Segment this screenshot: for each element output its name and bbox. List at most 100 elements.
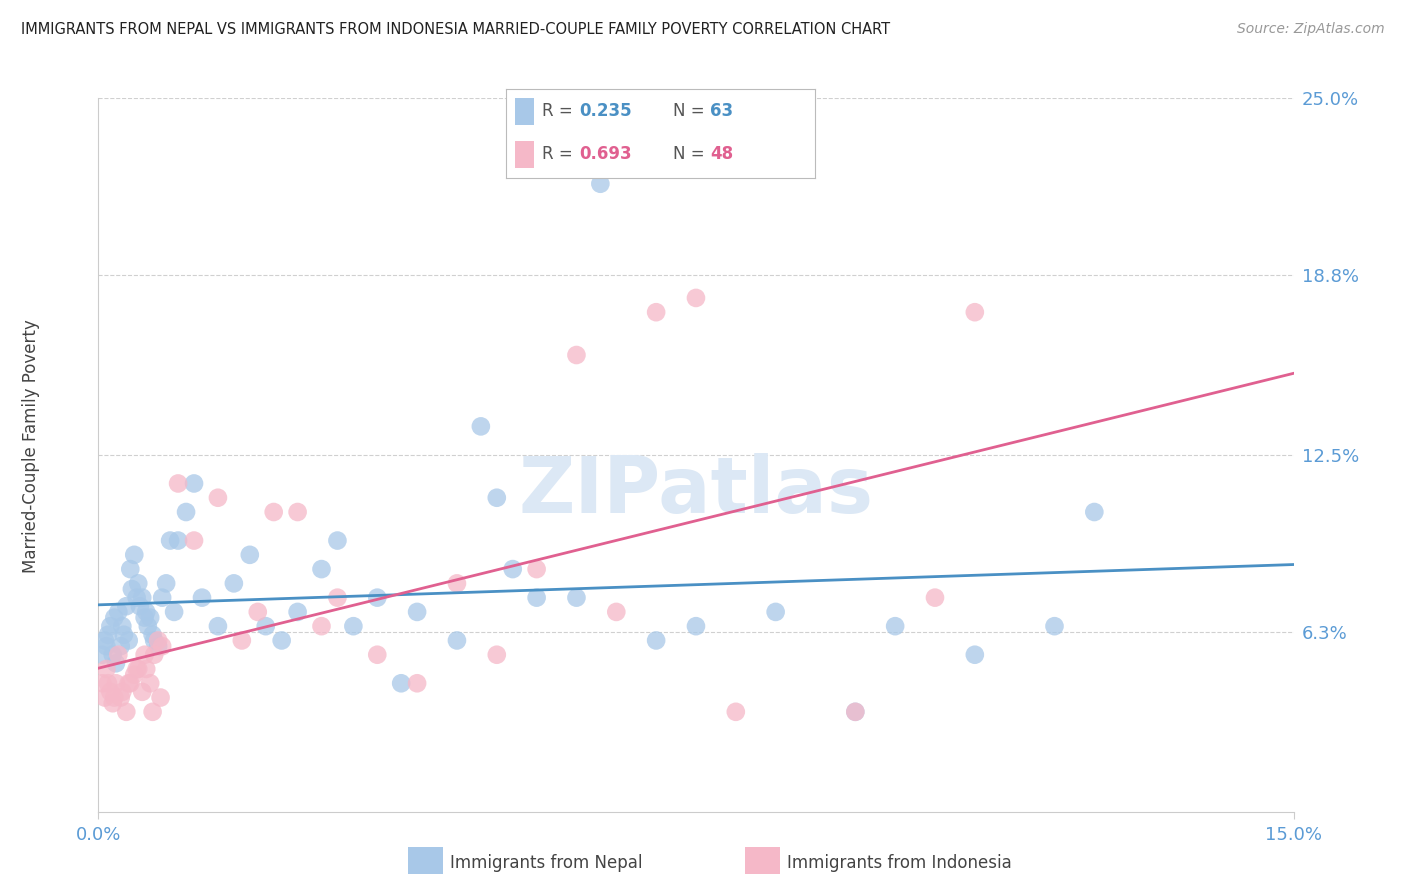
Point [589, 177, 612, 191]
Point [136, 619, 159, 633]
Point [231, 633, 253, 648]
Text: Married-Couple Family Poverty: Married-Couple Family Poverty [22, 319, 39, 573]
Point [1083, 505, 1105, 519]
Point [406, 605, 429, 619]
Point [112, 628, 135, 642]
Point [222, 576, 245, 591]
Point [104, 657, 127, 671]
Point [485, 491, 508, 505]
Point [163, 605, 186, 619]
Point [155, 576, 177, 591]
Point [645, 633, 668, 648]
Point [406, 676, 429, 690]
Point [150, 639, 173, 653]
Point [125, 662, 148, 676]
Point [685, 291, 707, 305]
Point [97, 676, 120, 690]
Point [118, 676, 141, 690]
Point [128, 599, 150, 614]
Point [311, 562, 333, 576]
Point [111, 685, 134, 699]
Point [174, 505, 197, 519]
Point [101, 696, 124, 710]
Text: 63: 63 [710, 103, 734, 120]
Point [470, 419, 492, 434]
Point [963, 648, 986, 662]
Point [135, 662, 157, 676]
Point [96, 662, 118, 676]
Point [139, 610, 162, 624]
Text: 0.235: 0.235 [579, 103, 631, 120]
Point [139, 676, 162, 690]
Text: N =: N = [673, 145, 710, 163]
Point [526, 591, 548, 605]
Point [311, 619, 333, 633]
Text: Immigrants from Indonesia: Immigrants from Indonesia [787, 854, 1012, 871]
Text: R =: R = [541, 103, 578, 120]
Point [107, 648, 129, 662]
Point [765, 605, 787, 619]
Point [110, 690, 132, 705]
Point [526, 562, 548, 576]
Text: IMMIGRANTS FROM NEPAL VS IMMIGRANTS FROM INDONESIA MARRIED-COUPLE FAMILY POVERTY: IMMIGRANTS FROM NEPAL VS IMMIGRANTS FROM… [21, 22, 890, 37]
Point [91, 676, 114, 690]
Point [342, 619, 364, 633]
Point [366, 591, 388, 605]
Text: ZIPatlas: ZIPatlas [519, 452, 873, 529]
Text: Source: ZipAtlas.com: Source: ZipAtlas.com [1237, 22, 1385, 37]
Point [183, 533, 205, 548]
Point [446, 633, 468, 648]
Point [207, 491, 229, 505]
Point [287, 505, 309, 519]
Point [159, 533, 181, 548]
Point [246, 605, 269, 619]
Point [263, 505, 285, 519]
Text: N =: N = [673, 103, 710, 120]
Point [502, 562, 524, 576]
Point [143, 648, 166, 662]
Point [127, 662, 149, 676]
Point [485, 648, 508, 662]
Point [97, 628, 120, 642]
Point [605, 605, 627, 619]
Point [366, 648, 388, 662]
Point [142, 705, 165, 719]
Point [107, 605, 129, 619]
Point [270, 633, 292, 648]
Point [134, 610, 156, 624]
Point [135, 605, 157, 619]
Point [134, 648, 156, 662]
Point [142, 628, 165, 642]
Point [446, 576, 468, 591]
Text: R =: R = [541, 145, 578, 163]
Point [103, 690, 125, 705]
Point [124, 548, 146, 562]
Point [98, 685, 122, 699]
Point [844, 705, 866, 719]
Point [91, 648, 114, 662]
Point [884, 619, 907, 633]
Point [565, 348, 588, 362]
Point [239, 548, 262, 562]
Point [287, 605, 309, 619]
Point [115, 705, 138, 719]
Point [103, 610, 125, 624]
Point [167, 533, 190, 548]
Point [645, 305, 668, 319]
Point [326, 591, 349, 605]
Point [94, 690, 117, 705]
Point [207, 619, 229, 633]
Point [111, 619, 134, 633]
Point [254, 619, 277, 633]
Point [1043, 619, 1066, 633]
Text: 48: 48 [710, 145, 734, 163]
Text: 0.693: 0.693 [579, 145, 631, 163]
Point [96, 639, 118, 653]
Point [101, 648, 124, 662]
Point [326, 533, 349, 548]
Point [685, 619, 707, 633]
Point [148, 639, 170, 653]
Point [127, 576, 149, 591]
Point [844, 705, 866, 719]
Point [104, 676, 127, 690]
